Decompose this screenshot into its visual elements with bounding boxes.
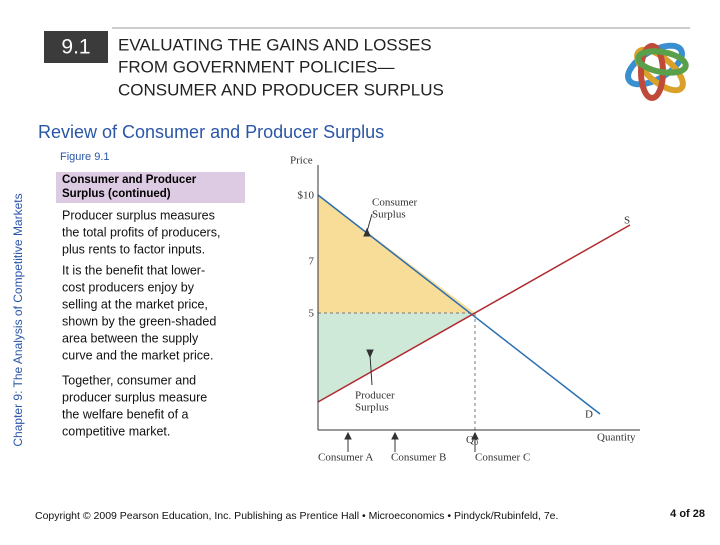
figure-label: Figure 9.1	[60, 151, 110, 163]
title-line: CONSUMER AND PRODUCER SURPLUS	[118, 80, 444, 99]
subtitle: Review of Consumer and Producer Surplus	[38, 122, 384, 142]
section-number: 9.1	[61, 36, 90, 59]
paragraph-line: Producer surplus measures	[62, 208, 215, 222]
annotation: Producer	[355, 390, 395, 402]
paragraph-line: Together, consumer and	[62, 373, 196, 387]
paragraph-line: shown by the green-shaded	[62, 314, 216, 328]
annotation: Surplus	[372, 209, 406, 221]
consumer-surplus-area	[318, 195, 475, 313]
pointer	[369, 354, 373, 386]
consumer-label: Consumer A	[318, 452, 373, 464]
supply-curve	[317, 224, 631, 403]
box-title: Surplus (continued)	[62, 188, 171, 200]
quantity-label: Q0	[466, 434, 478, 447]
paragraph-line: producer surplus measure	[62, 390, 207, 404]
paragraph-line: It is the benefit that lower-	[62, 263, 205, 277]
price-label: 7	[309, 256, 315, 268]
paragraph-line: cost producers enjoy by	[62, 280, 195, 294]
demand-curve	[317, 194, 601, 415]
box	[56, 172, 245, 203]
box-title: Consumer and Producer	[62, 174, 197, 186]
price-label: 5	[309, 308, 315, 320]
annotation: Surplus	[355, 402, 389, 414]
paragraph-line: competitive market.	[62, 424, 170, 438]
price-label: $10	[298, 190, 315, 202]
annotation: Consumer	[372, 197, 418, 209]
x-axis-label: Quantity	[597, 432, 636, 444]
copyright: Copyright © 2009 Pearson Education, Inc.…	[35, 510, 558, 522]
paragraph-line: selling at the market price,	[62, 297, 208, 311]
arrows	[344, 227, 479, 452]
consumer-label: Consumer C	[475, 452, 530, 464]
y-axis-label: Price	[290, 155, 313, 167]
rings-logo	[625, 42, 689, 101]
section-box	[44, 31, 108, 63]
paragraph-line: plus rents to factor inputs.	[62, 242, 205, 256]
consumer-label: Consumer B	[391, 452, 446, 464]
title-line: FROM GOVERNMENT POLICIES—	[118, 57, 394, 76]
title-line: EVALUATING THE GAINS AND LOSSES	[118, 35, 432, 54]
curve-label: D	[585, 409, 593, 421]
paragraph-line: the total profits of producers,	[62, 225, 220, 239]
side-label: Chapter 9: The Analysis of Competitive M…	[11, 193, 25, 446]
diagram: Price $10 7 5 Consumer Surplus Producer …	[290, 155, 640, 464]
paragraph-line: the welfare benefit of a	[62, 407, 189, 421]
curve-label: S	[624, 215, 630, 227]
page-number: 4 of 28	[670, 508, 705, 520]
paragraph-line: curve and the market price.	[62, 348, 213, 362]
paragraph-line: area between the supply	[62, 331, 199, 345]
